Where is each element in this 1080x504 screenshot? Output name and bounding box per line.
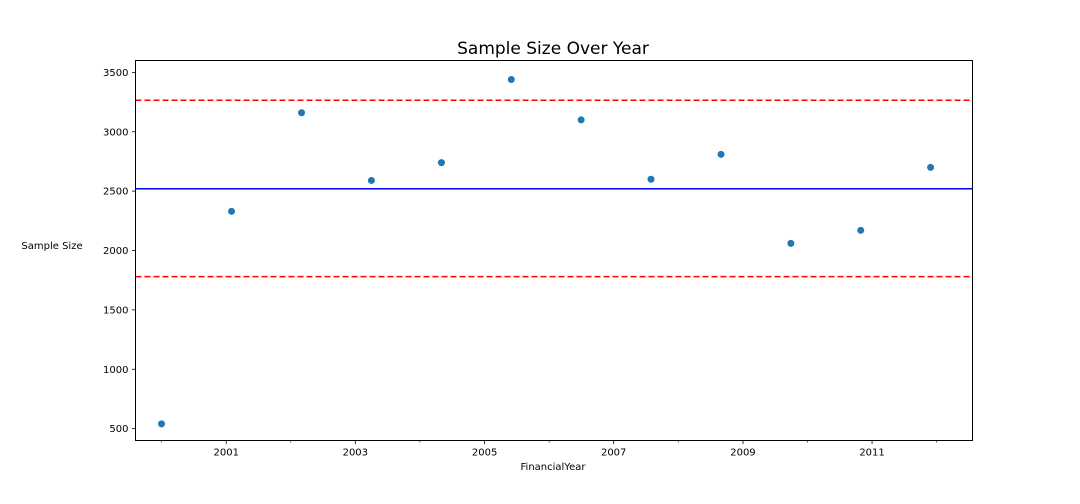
y-axis-label: Sample Size [21,241,82,252]
x-axis: 2001 2003 2005 2007 2009 2011 [161,440,937,459]
reference-lines [135,99,973,278]
plot-frame [135,60,973,441]
y-tick-label: 1500 [103,305,128,316]
data-point [927,163,935,171]
data-point [367,176,375,184]
x-tick-label: 2001 [213,448,238,459]
x-tick-label: 2005 [472,448,497,459]
y-tick-label: 3500 [103,68,128,79]
data-point [717,150,725,158]
y-tick-label: 2000 [103,246,128,257]
x-tick-label: 2007 [601,448,626,459]
y-tick-label: 3000 [103,127,128,138]
chart-title: Sample Size Over Year [457,39,649,59]
y-axis: 500 1000 1500 2000 2500 3000 3500 [103,68,136,435]
data-point [647,175,655,183]
y-tick-label: 500 [109,424,128,435]
data-point [228,207,236,215]
x-tick-label: 2009 [730,448,755,459]
x-axis-label: FinancialYear [521,462,587,473]
data-point [787,239,795,247]
data-points [157,76,935,428]
data-point [857,226,865,234]
data-point [298,109,306,117]
y-tick-label: 1000 [103,365,128,376]
x-tick-label: 2003 [343,448,368,459]
data-point [577,116,585,124]
x-tick-label: 2011 [859,448,884,459]
data-point [437,159,445,167]
y-tick-label: 2500 [103,187,128,198]
data-point [157,420,165,428]
data-point [507,76,515,83]
